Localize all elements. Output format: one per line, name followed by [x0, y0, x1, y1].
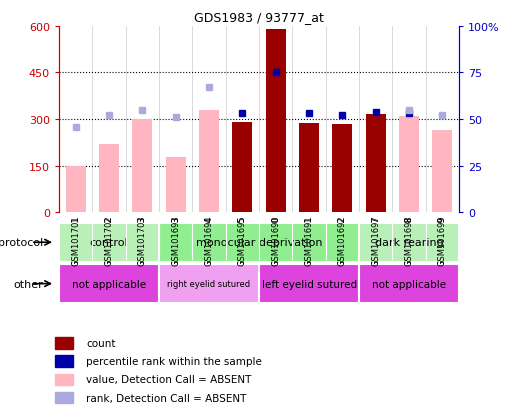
Bar [59, 213, 459, 259]
Bar [159, 223, 359, 262]
Bar [54, 337, 73, 349]
Text: rank, Detection Call = ABSENT: rank, Detection Call = ABSENT [86, 393, 247, 403]
Bar [359, 223, 459, 262]
Text: right eyelid sutured: right eyelid sutured [167, 280, 251, 288]
Text: dark rearing: dark rearing [374, 237, 444, 248]
Text: GSM101702: GSM101702 [105, 215, 113, 266]
Bar [54, 356, 73, 367]
Bar [232, 123, 252, 213]
Text: GSM101690: GSM101690 [271, 215, 280, 266]
Bar [199, 110, 219, 213]
Bar [432, 131, 452, 213]
Bar [399, 116, 419, 213]
Bar [54, 374, 73, 385]
Text: GSM101695: GSM101695 [238, 215, 247, 266]
Text: GSM101692: GSM101692 [338, 215, 347, 266]
Text: control: control [90, 237, 128, 248]
Text: monocular deprivation: monocular deprivation [196, 237, 322, 248]
Text: other: other [13, 279, 43, 289]
Bar [99, 145, 119, 213]
Text: GSM101697: GSM101697 [371, 215, 380, 266]
Text: not applicable: not applicable [372, 279, 446, 289]
Text: not applicable: not applicable [72, 279, 146, 289]
Bar [132, 120, 152, 213]
Text: protocol: protocol [0, 237, 43, 248]
Bar [59, 223, 159, 262]
Text: percentile rank within the sample: percentile rank within the sample [86, 356, 262, 366]
Bar [159, 264, 259, 304]
Bar [366, 114, 386, 213]
Bar [266, 30, 286, 213]
Bar [259, 264, 359, 304]
Text: count: count [86, 338, 116, 348]
Title: GDS1983 / 93777_at: GDS1983 / 93777_at [194, 11, 324, 24]
Bar [166, 157, 186, 213]
Bar [54, 392, 73, 404]
Text: GSM101698: GSM101698 [405, 215, 413, 266]
Bar [59, 264, 159, 304]
Text: left eyelid sutured: left eyelid sutured [262, 279, 357, 289]
Bar [359, 264, 459, 304]
Bar [66, 166, 86, 213]
Text: GSM101699: GSM101699 [438, 215, 447, 266]
Text: GSM101691: GSM101691 [305, 215, 313, 266]
Bar [332, 125, 352, 213]
Text: GSM101703: GSM101703 [138, 215, 147, 266]
Text: GSM101693: GSM101693 [171, 215, 180, 266]
Text: GSM101701: GSM101701 [71, 215, 80, 266]
Text: value, Detection Call = ABSENT: value, Detection Call = ABSENT [86, 375, 251, 385]
Bar [299, 124, 319, 213]
Text: GSM101694: GSM101694 [205, 215, 213, 266]
